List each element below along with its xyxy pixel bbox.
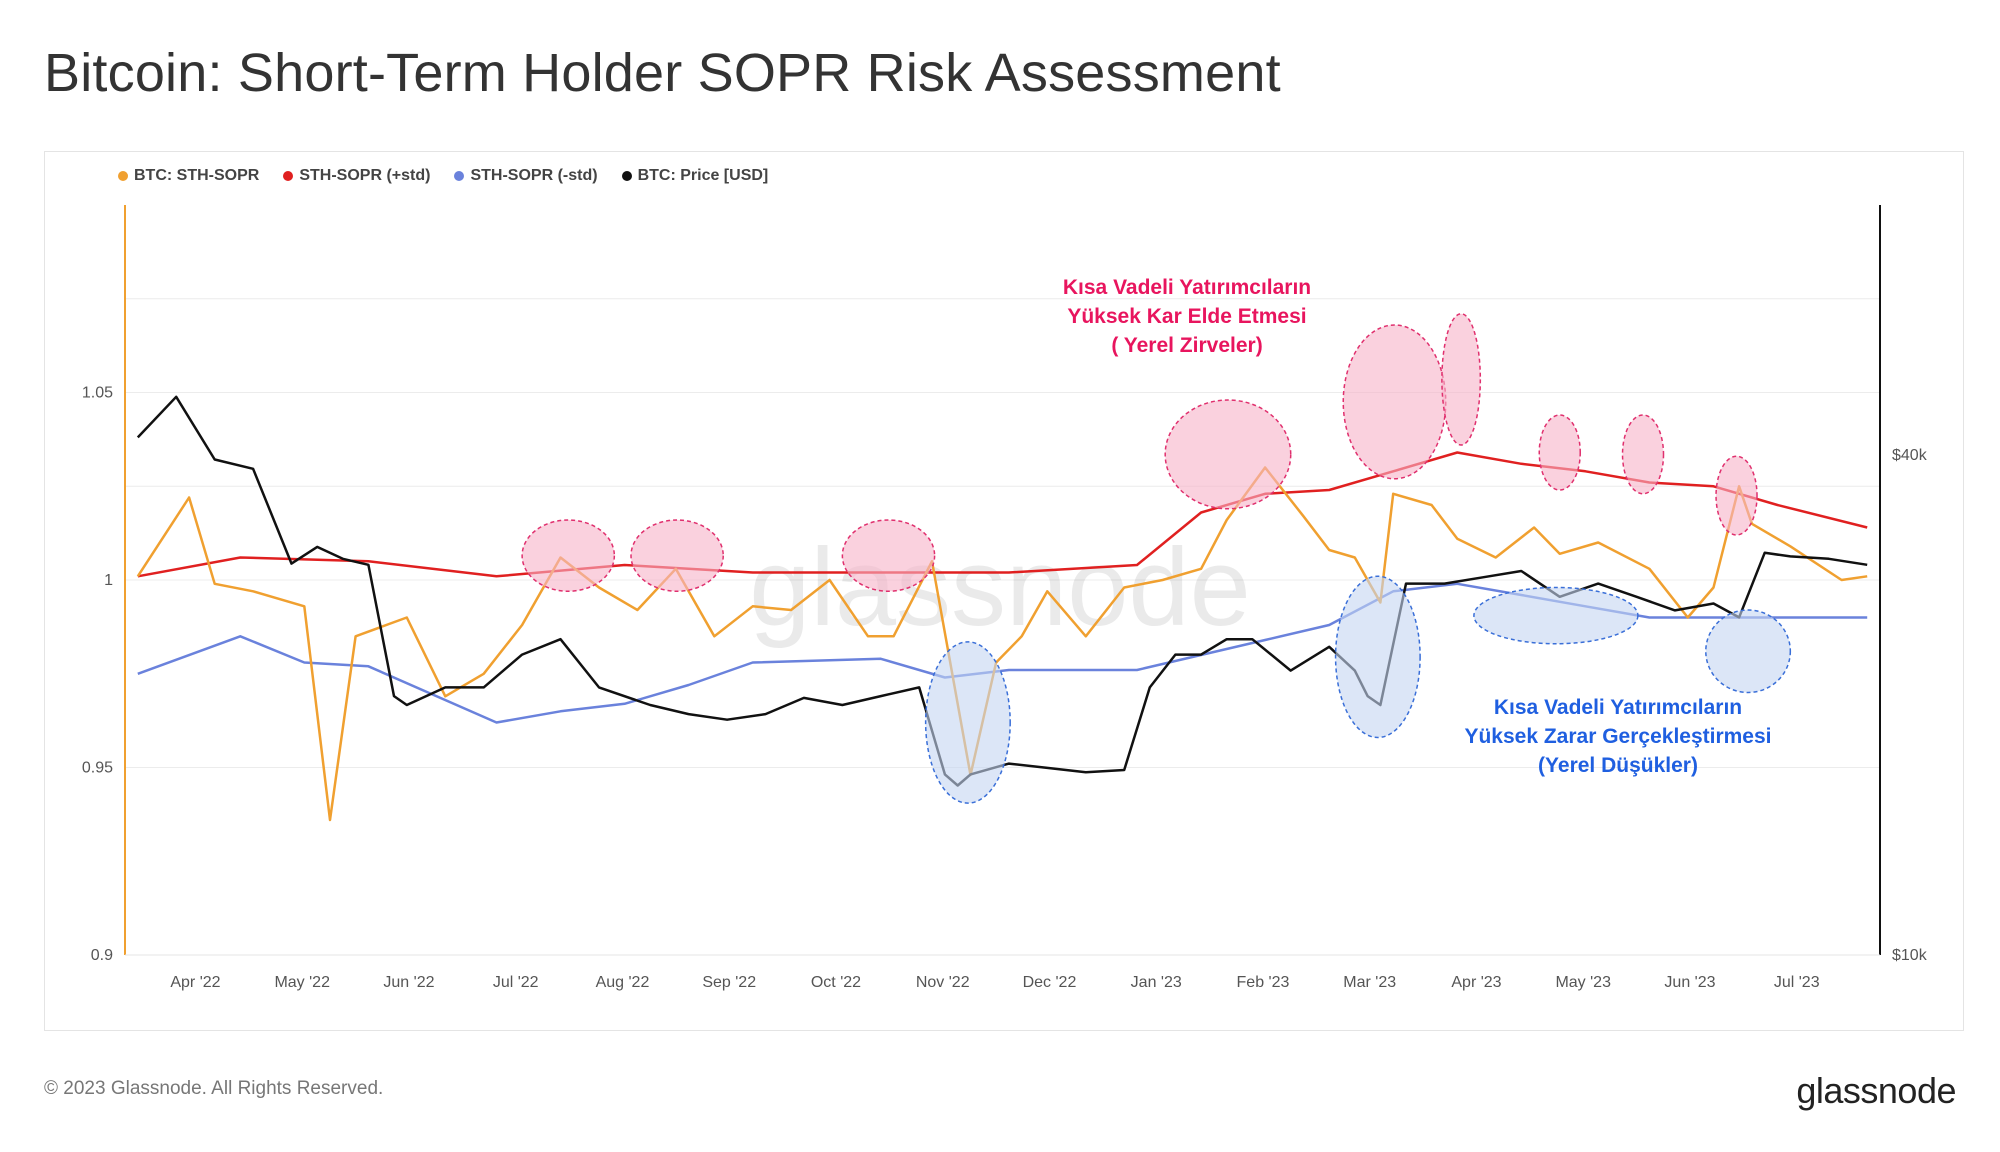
legend-dot-icon [454,171,465,181]
dip-annotation-text: Yüksek Zarar Gerçekleştirmesi [1464,725,1771,748]
peak-annotation-text: ( Yerel Zirveler) [1111,334,1262,357]
x-tick-label: Feb '23 [1237,974,1290,991]
x-tick-label: Apr '23 [1451,974,1501,991]
peak-annotation-text: Yüksek Kar Elde Etmesi [1067,305,1306,328]
x-tick-label: Jun '23 [1664,974,1715,991]
x-tick-label: Oct '22 [811,974,861,991]
y-tick-label: 0.9 [91,947,113,964]
chart-legend: BTC: STH-SOPR STH-SOPR (+std) STH-SOPR (… [118,167,768,185]
dip-annotation-text: Kısa Vadeli Yatırımcıların [1494,696,1742,719]
legend-label: STH-SOPR (+std) [299,167,431,184]
y-tick-label: 1.05 [82,385,113,402]
x-tick-label: Jul '23 [1774,974,1820,991]
legend-item-sth-sopr[interactable]: BTC: STH-SOPR [118,167,259,185]
x-tick-label: May '23 [1555,974,1611,991]
legend-label: BTC: Price [USD] [637,167,769,184]
peak-marker-ellipse [1621,414,1665,495]
x-tick-label: May '22 [274,974,330,991]
x-tick-label: Apr '22 [170,974,220,991]
dip-marker-ellipse [1473,586,1639,645]
series-sth-sopr-line [136,466,1868,822]
peak-marker-ellipse [630,519,724,592]
peak-marker-ellipse [1441,313,1482,446]
watermark-logo: glassnode [749,526,1251,649]
x-tick-label: Jun '22 [383,974,434,991]
dip-marker-ellipse [1334,575,1421,739]
peak-marker-ellipse [1538,414,1581,491]
y-right-tick-label: $10k [1892,947,1928,964]
legend-label: BTC: STH-SOPR [134,167,260,184]
legend-dot-icon [118,171,128,181]
y-right-tick-label: $40k [1892,447,1928,464]
x-tick-label: Sep '22 [702,974,756,991]
legend-label: STH-SOPR (-std) [470,167,598,184]
x-tick-label: Aug '22 [596,974,650,991]
y-tick-label: 1 [104,572,113,589]
peak-marker-ellipse [1715,455,1758,536]
legend-item-plus-std[interactable]: STH-SOPR (+std) [283,167,430,185]
dip-annotation-text: (Yerel Düşükler) [1538,754,1698,777]
x-tick-label: Dec '22 [1023,974,1077,991]
y-tick-label: 0.95 [82,760,113,777]
brand-logo: glassnode [1796,1070,1956,1111]
peak-marker-ellipse [841,519,936,592]
dip-marker-ellipse [1705,609,1792,694]
x-tick-label: Jan '23 [1131,974,1182,991]
copyright: © 2023 Glassnode. All Rights Reserved. [44,1078,384,1099]
legend-item-minus-std[interactable]: STH-SOPR (-std) [454,167,598,185]
page-title: Bitcoin: Short-Term Holder SOPR Risk Ass… [44,43,1281,103]
legend-dot-icon [621,171,632,181]
dip-marker-ellipse [924,641,1011,804]
peak-marker-ellipse [1164,399,1292,510]
peak-marker-ellipse [1342,324,1447,480]
x-tick-label: Jul '22 [493,974,539,991]
legend-item-price[interactable]: BTC: Price [USD] [621,167,769,185]
x-tick-label: Mar '23 [1343,974,1396,991]
peak-marker-ellipse [521,519,616,592]
legend-dot-icon [283,171,294,181]
peak-annotation-text: Kısa Vadeli Yatırımcıların [1063,276,1311,299]
chart-frame [44,151,1964,1031]
x-tick-label: Nov '22 [916,974,970,991]
